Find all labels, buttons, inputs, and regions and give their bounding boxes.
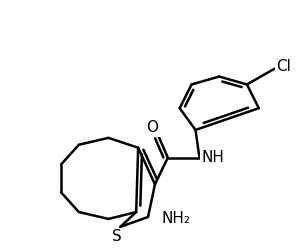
Text: Cl: Cl [277, 59, 292, 74]
Text: O: O [146, 120, 158, 136]
Text: NH₂: NH₂ [162, 212, 191, 226]
Text: S: S [112, 229, 121, 244]
Text: NH: NH [202, 150, 224, 165]
